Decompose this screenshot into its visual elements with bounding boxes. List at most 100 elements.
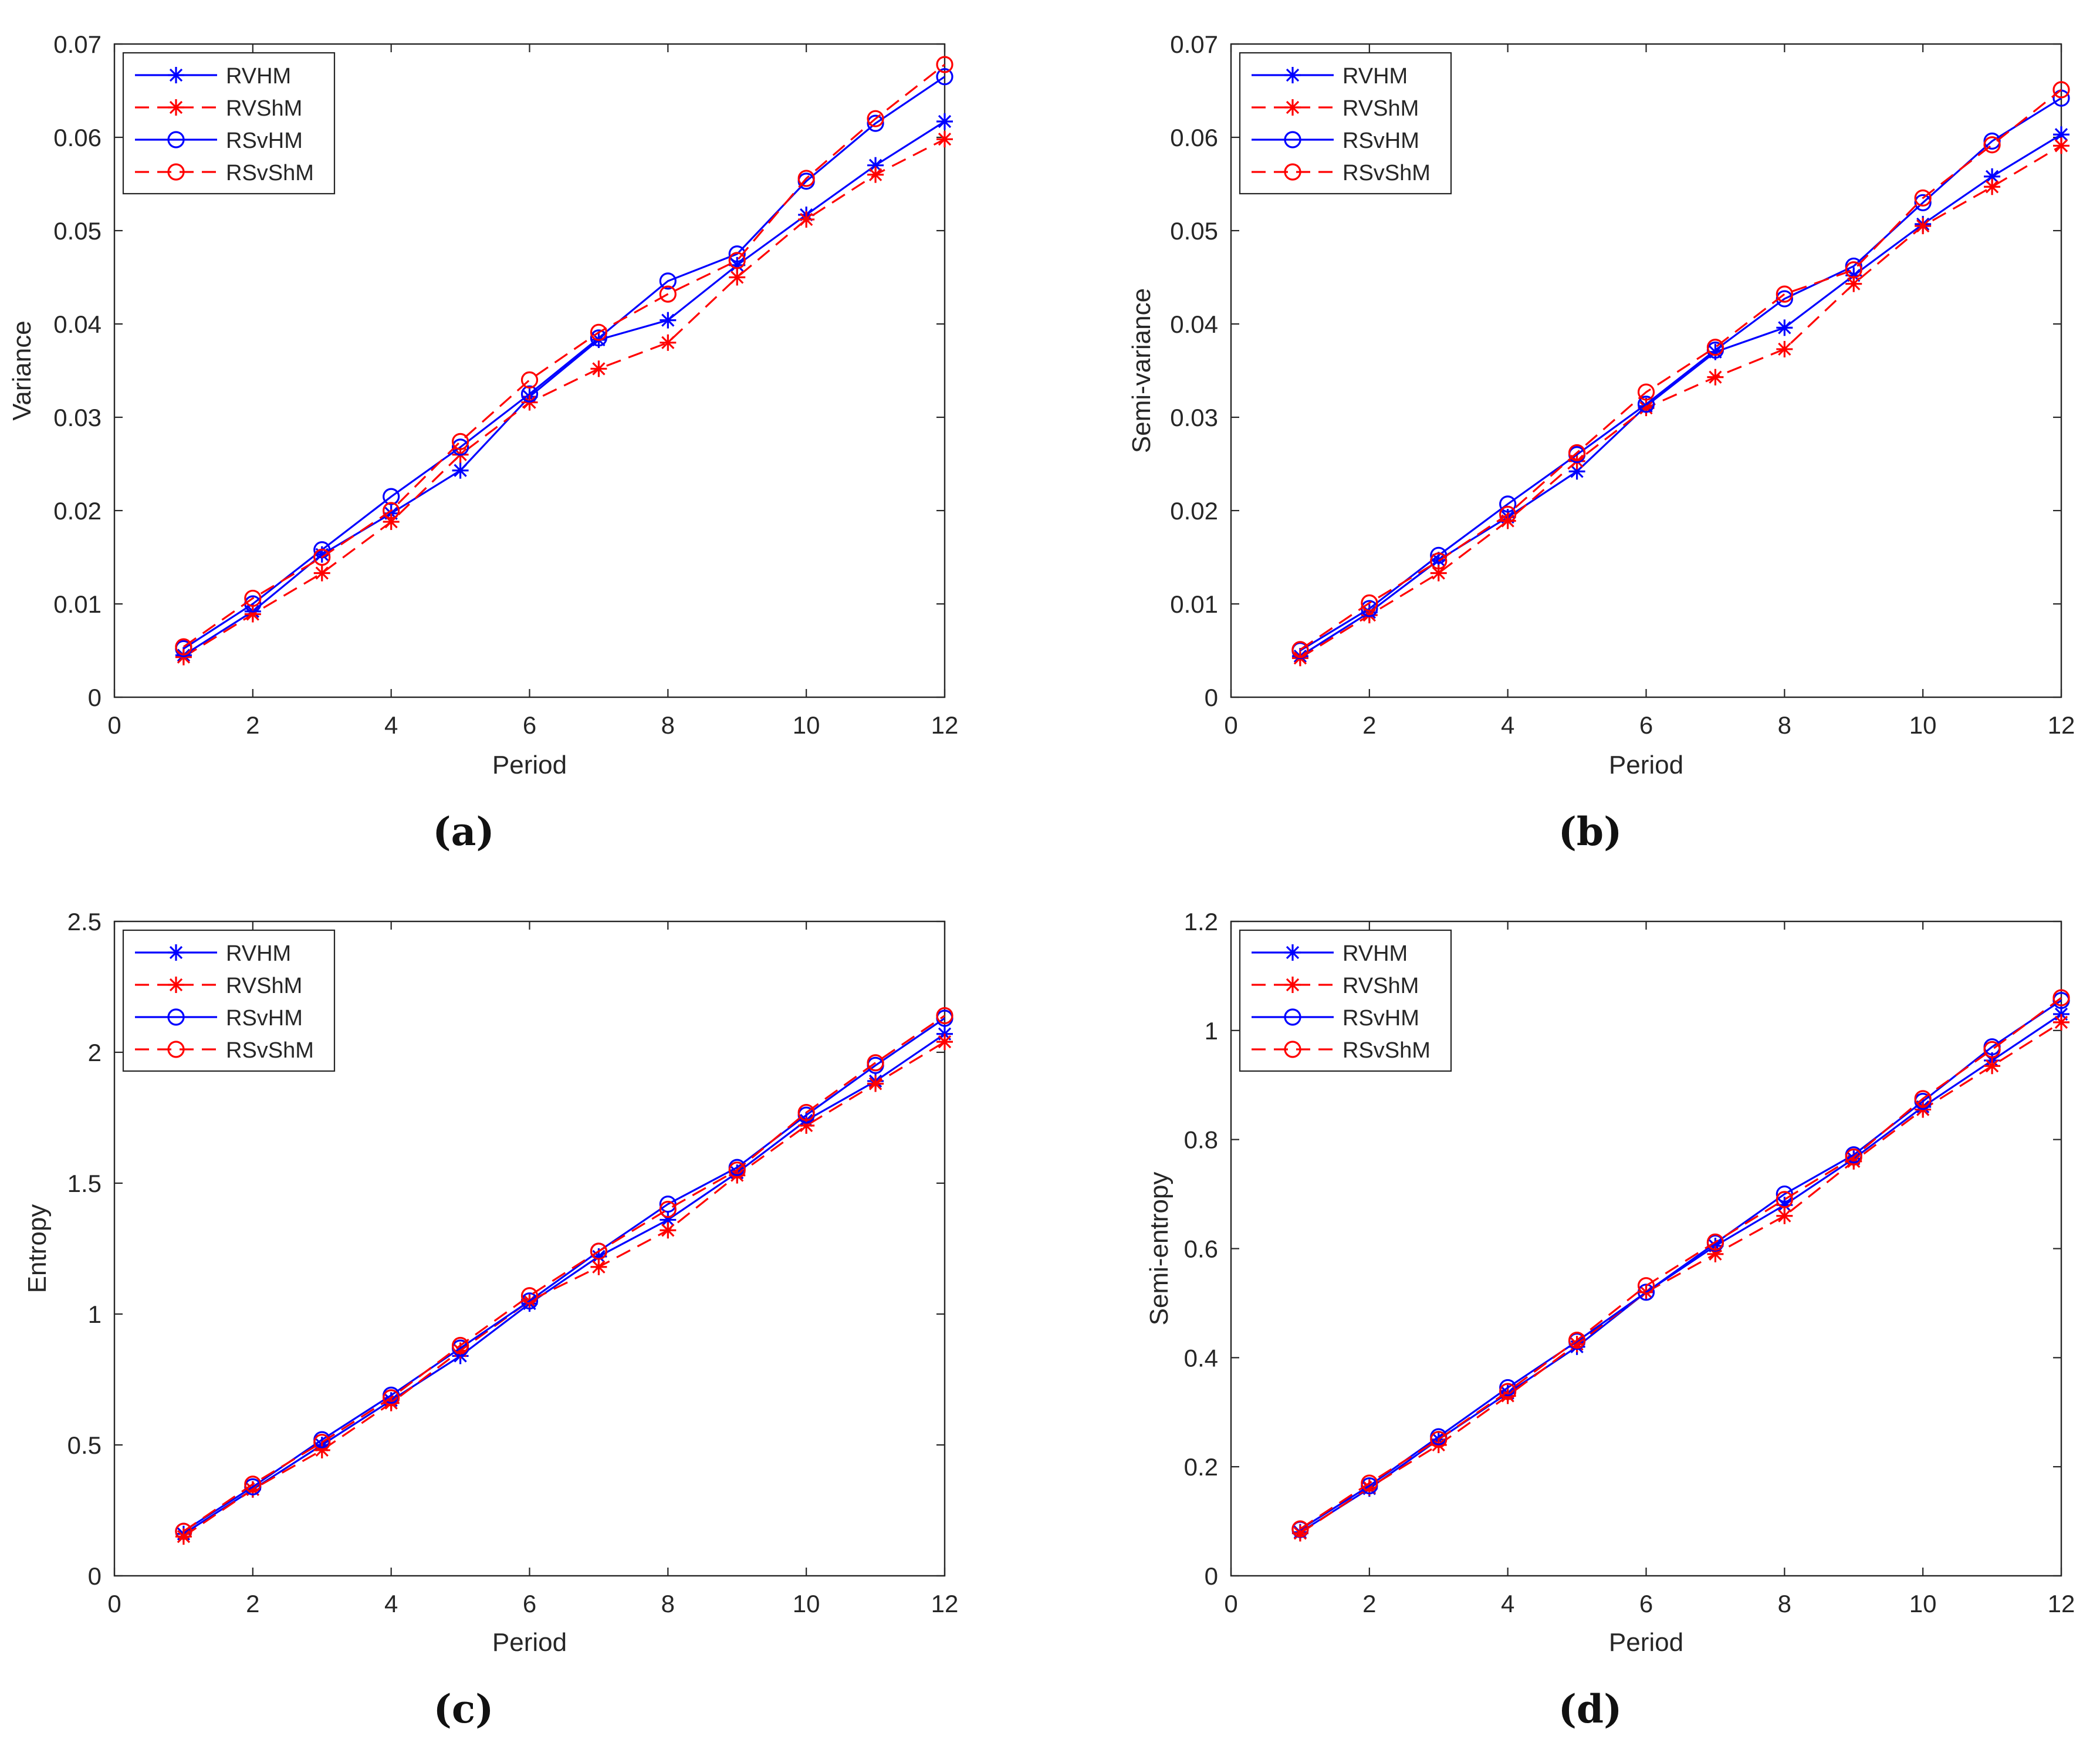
y-axis-label: Variance <box>8 320 36 420</box>
data-point-circle <box>1637 383 1655 401</box>
panel-c: 0 2 4 6 8 10 1200.511.522.5PeriodEntropyRVHMRV… <box>23 908 958 1732</box>
legend-marker <box>168 99 184 116</box>
data-point-circle <box>1361 594 1378 612</box>
x-axis-label: Period <box>1609 751 1683 779</box>
x-tick-label: 6 <box>1639 711 1653 739</box>
legend-entry: RSvShM <box>1252 1038 1431 1063</box>
data-point-circle <box>1291 641 1309 658</box>
y-tick-label: 0.06 <box>1170 124 1218 151</box>
data-point-asterisk <box>590 360 607 377</box>
x-tick-label: 10 <box>793 1590 820 1617</box>
legend-label: RSvHM <box>226 129 303 153</box>
data-point-circle <box>383 502 400 519</box>
data-point-circle <box>590 323 608 341</box>
legend-marker <box>168 944 184 961</box>
series-RSvShM <box>175 1007 953 1540</box>
series-line <box>1300 1021 2062 1534</box>
x-tick-label: 8 <box>1778 1590 1791 1617</box>
legend-label: RVHM <box>1342 64 1408 89</box>
x-tick-label: 2 <box>246 1590 259 1617</box>
x-tick-label: 8 <box>661 1590 675 1617</box>
data-point-asterisk <box>1707 369 1724 386</box>
data-point-circle <box>175 1522 192 1540</box>
legend-entry: RSvHM <box>1252 129 1419 153</box>
series-line <box>182 63 945 648</box>
x-tick-label: 0 <box>1224 1590 1237 1617</box>
legend-entry: RVHM <box>1252 941 1408 966</box>
data-point-circle <box>1568 444 1586 462</box>
x-tick-label: 4 <box>1501 711 1514 739</box>
data-point-circle <box>797 1103 815 1122</box>
series-line <box>183 1017 945 1532</box>
y-tick-label: 0 <box>1205 684 1218 711</box>
data-point-circle <box>1776 285 1793 303</box>
panel-label: (a) <box>432 809 494 855</box>
y-tick-label: 0.8 <box>1184 1126 1218 1154</box>
legend-box <box>122 929 336 1072</box>
x-tick-label: 2 <box>246 711 259 739</box>
data-point-circle <box>451 438 469 456</box>
y-tick-label: 1 <box>1205 1017 1218 1045</box>
data-point-asterisk <box>1430 565 1447 582</box>
legend-entry: RSvHM <box>1252 1006 1419 1031</box>
data-point-asterisk <box>660 1222 677 1239</box>
data-point-asterisk <box>1776 319 1793 336</box>
x-tick-label: 4 <box>1501 1590 1514 1617</box>
legend-entry: RSvShM <box>135 1038 314 1063</box>
data-point-circle <box>1914 194 1932 211</box>
y-tick-label: 0.01 <box>53 590 102 618</box>
y-tick-label: 0 <box>88 1562 102 1590</box>
y-tick-label: 0 <box>88 684 102 711</box>
legend-marker <box>167 163 185 181</box>
x-tick-label: 0 <box>107 711 121 739</box>
data-point-asterisk <box>1984 1058 2001 1075</box>
y-tick-label: 1.5 <box>67 1170 102 1197</box>
data-point-asterisk <box>867 166 884 183</box>
panel-label: (d) <box>1558 1686 1622 1732</box>
data-point-asterisk <box>313 565 330 582</box>
x-tick-label: 4 <box>384 711 398 739</box>
data-point-asterisk <box>1984 168 2001 185</box>
data-point-circle <box>451 433 469 450</box>
data-point-circle <box>867 114 884 132</box>
x-tick-label: 12 <box>931 1590 959 1617</box>
legend-marker <box>167 1008 185 1026</box>
data-point-circle <box>1499 495 1517 513</box>
legend-entry: RVHM <box>135 64 291 89</box>
y-tick-label: 0.03 <box>53 404 102 431</box>
y-tick-label: 0.4 <box>1184 1344 1218 1372</box>
series-RSvHM <box>175 68 953 657</box>
legend-marker <box>167 1041 185 1058</box>
y-tick-label: 2 <box>88 1039 102 1066</box>
data-point-circle <box>383 1389 400 1407</box>
data-point-circle <box>728 245 746 263</box>
panel-a: 0 2 4 6 8 10 12 0 0.01 0.02 0.03 0.04 0.05 0.06 0.07 Pe… <box>8 31 958 855</box>
legend-entry: RSvShM <box>135 161 314 185</box>
data-point-asterisk <box>1776 1207 1793 1224</box>
data-point-circle <box>1361 1474 1378 1492</box>
legend-marker <box>1284 67 1301 83</box>
legend-entry: RSvShM <box>1252 161 1431 185</box>
y-axis-label: Semi-entropy <box>1145 1172 1174 1326</box>
legend-label: RSvShM <box>1342 1038 1431 1063</box>
legend-label: RVHM <box>226 941 291 966</box>
data-point-circle <box>867 1054 884 1072</box>
data-point-circle <box>1637 396 1655 413</box>
legend-entry: RVShM <box>135 974 302 998</box>
data-point-circle <box>1706 1233 1724 1251</box>
y-tick-label: 0.07 <box>53 31 102 58</box>
data-point-circle <box>1499 1383 1517 1400</box>
legend-entry: RVShM <box>135 96 302 121</box>
legend-marker <box>1284 1008 1301 1026</box>
legend-marker <box>1284 131 1301 148</box>
data-point-circle <box>728 252 746 269</box>
data-point-asterisk <box>660 334 677 351</box>
panel-label: (c) <box>434 1686 494 1732</box>
series-line <box>1300 999 2062 1531</box>
x-axis-label: Period <box>1609 1628 1683 1657</box>
x-tick-label: 6 <box>523 711 536 739</box>
data-point-circle <box>590 1242 608 1260</box>
data-point-circle <box>1499 505 1517 523</box>
series-line <box>182 1015 945 1532</box>
data-point-circle <box>1291 1520 1309 1538</box>
